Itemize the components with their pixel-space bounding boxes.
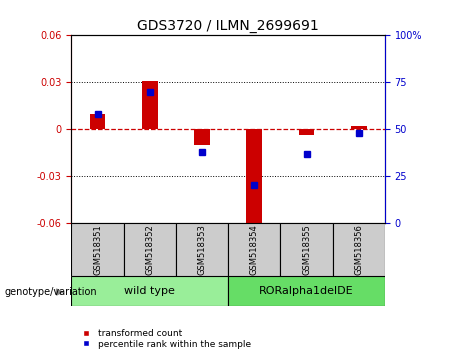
Text: GSM518354: GSM518354 [250, 224, 259, 275]
Bar [228, 223, 280, 276]
Bar [90, 114, 106, 129]
Bar [71, 276, 228, 306]
Bar [124, 223, 176, 276]
Text: wild type: wild type [124, 286, 175, 296]
Legend: transformed count, percentile rank within the sample: transformed count, percentile rank withi… [76, 328, 252, 349]
Text: GSM518356: GSM518356 [355, 224, 363, 275]
Bar [280, 223, 333, 276]
Text: genotype/variation: genotype/variation [5, 287, 97, 297]
Text: GSM518351: GSM518351 [93, 224, 102, 275]
Text: RORalpha1delDE: RORalpha1delDE [259, 286, 354, 296]
Bar [228, 276, 385, 306]
Bar [247, 129, 262, 223]
Bar [142, 81, 158, 129]
Bar [71, 223, 124, 276]
Text: GSM518355: GSM518355 [302, 224, 311, 275]
Bar [176, 223, 228, 276]
Text: GSM518352: GSM518352 [145, 224, 154, 275]
Text: GSM518353: GSM518353 [198, 224, 207, 275]
Bar [333, 223, 385, 276]
Bar [194, 129, 210, 145]
Bar [299, 129, 314, 136]
Title: GDS3720 / ILMN_2699691: GDS3720 / ILMN_2699691 [137, 19, 319, 33]
Bar [351, 126, 366, 129]
